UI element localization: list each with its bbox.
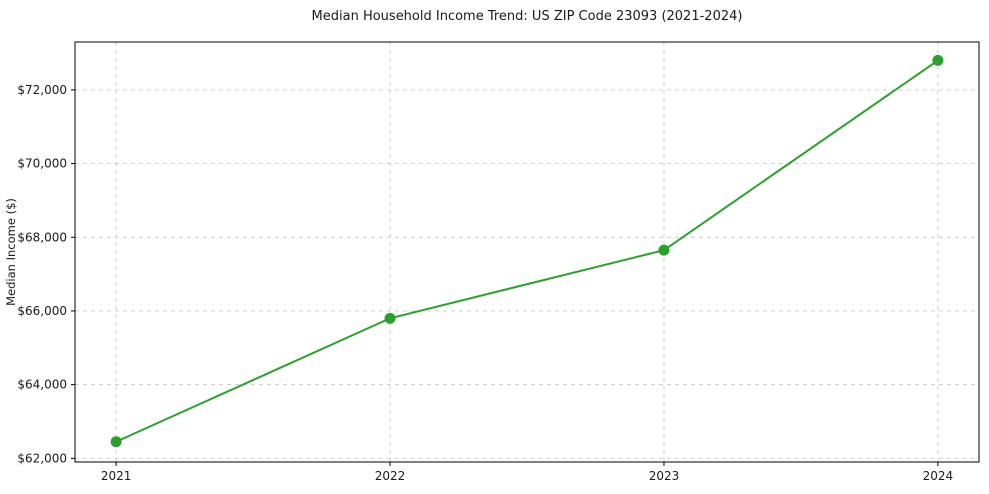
y-tick-label: $70,000 (17, 157, 67, 171)
gridlines (75, 42, 979, 462)
y-tick-labels: $62,000 $64,000 $66,000 $68,000 $70,000 $72,0… (17, 83, 67, 465)
chart-title: Median Household Income Trend: US ZIP Co… (312, 9, 743, 24)
plot-border (74, 41, 980, 463)
x-tick-label: 2022 (375, 469, 406, 483)
income-trend-line (115, 59, 939, 443)
x-tick-label: 2024 (923, 469, 954, 483)
y-tick-label: $62,000 (17, 451, 67, 465)
y-tick-label: $66,000 (17, 304, 67, 318)
data-point-marker (110, 436, 122, 448)
y-tick-label: $64,000 (17, 378, 67, 392)
x-tick-label: 2021 (101, 469, 132, 483)
x-tick-label: 2023 (649, 469, 680, 483)
data-series (110, 54, 944, 448)
y-tick-label: $68,000 (17, 230, 67, 244)
x-tick-labels: 2021 2022 2023 2024 (101, 469, 953, 483)
data-point-marker (658, 244, 670, 256)
data-point-marker (384, 312, 396, 324)
y-axis-title: Median Income ($) (4, 198, 18, 306)
y-tick-label: $72,000 (17, 83, 67, 97)
data-point-marker (932, 54, 944, 66)
tick-marks (71, 89, 939, 466)
